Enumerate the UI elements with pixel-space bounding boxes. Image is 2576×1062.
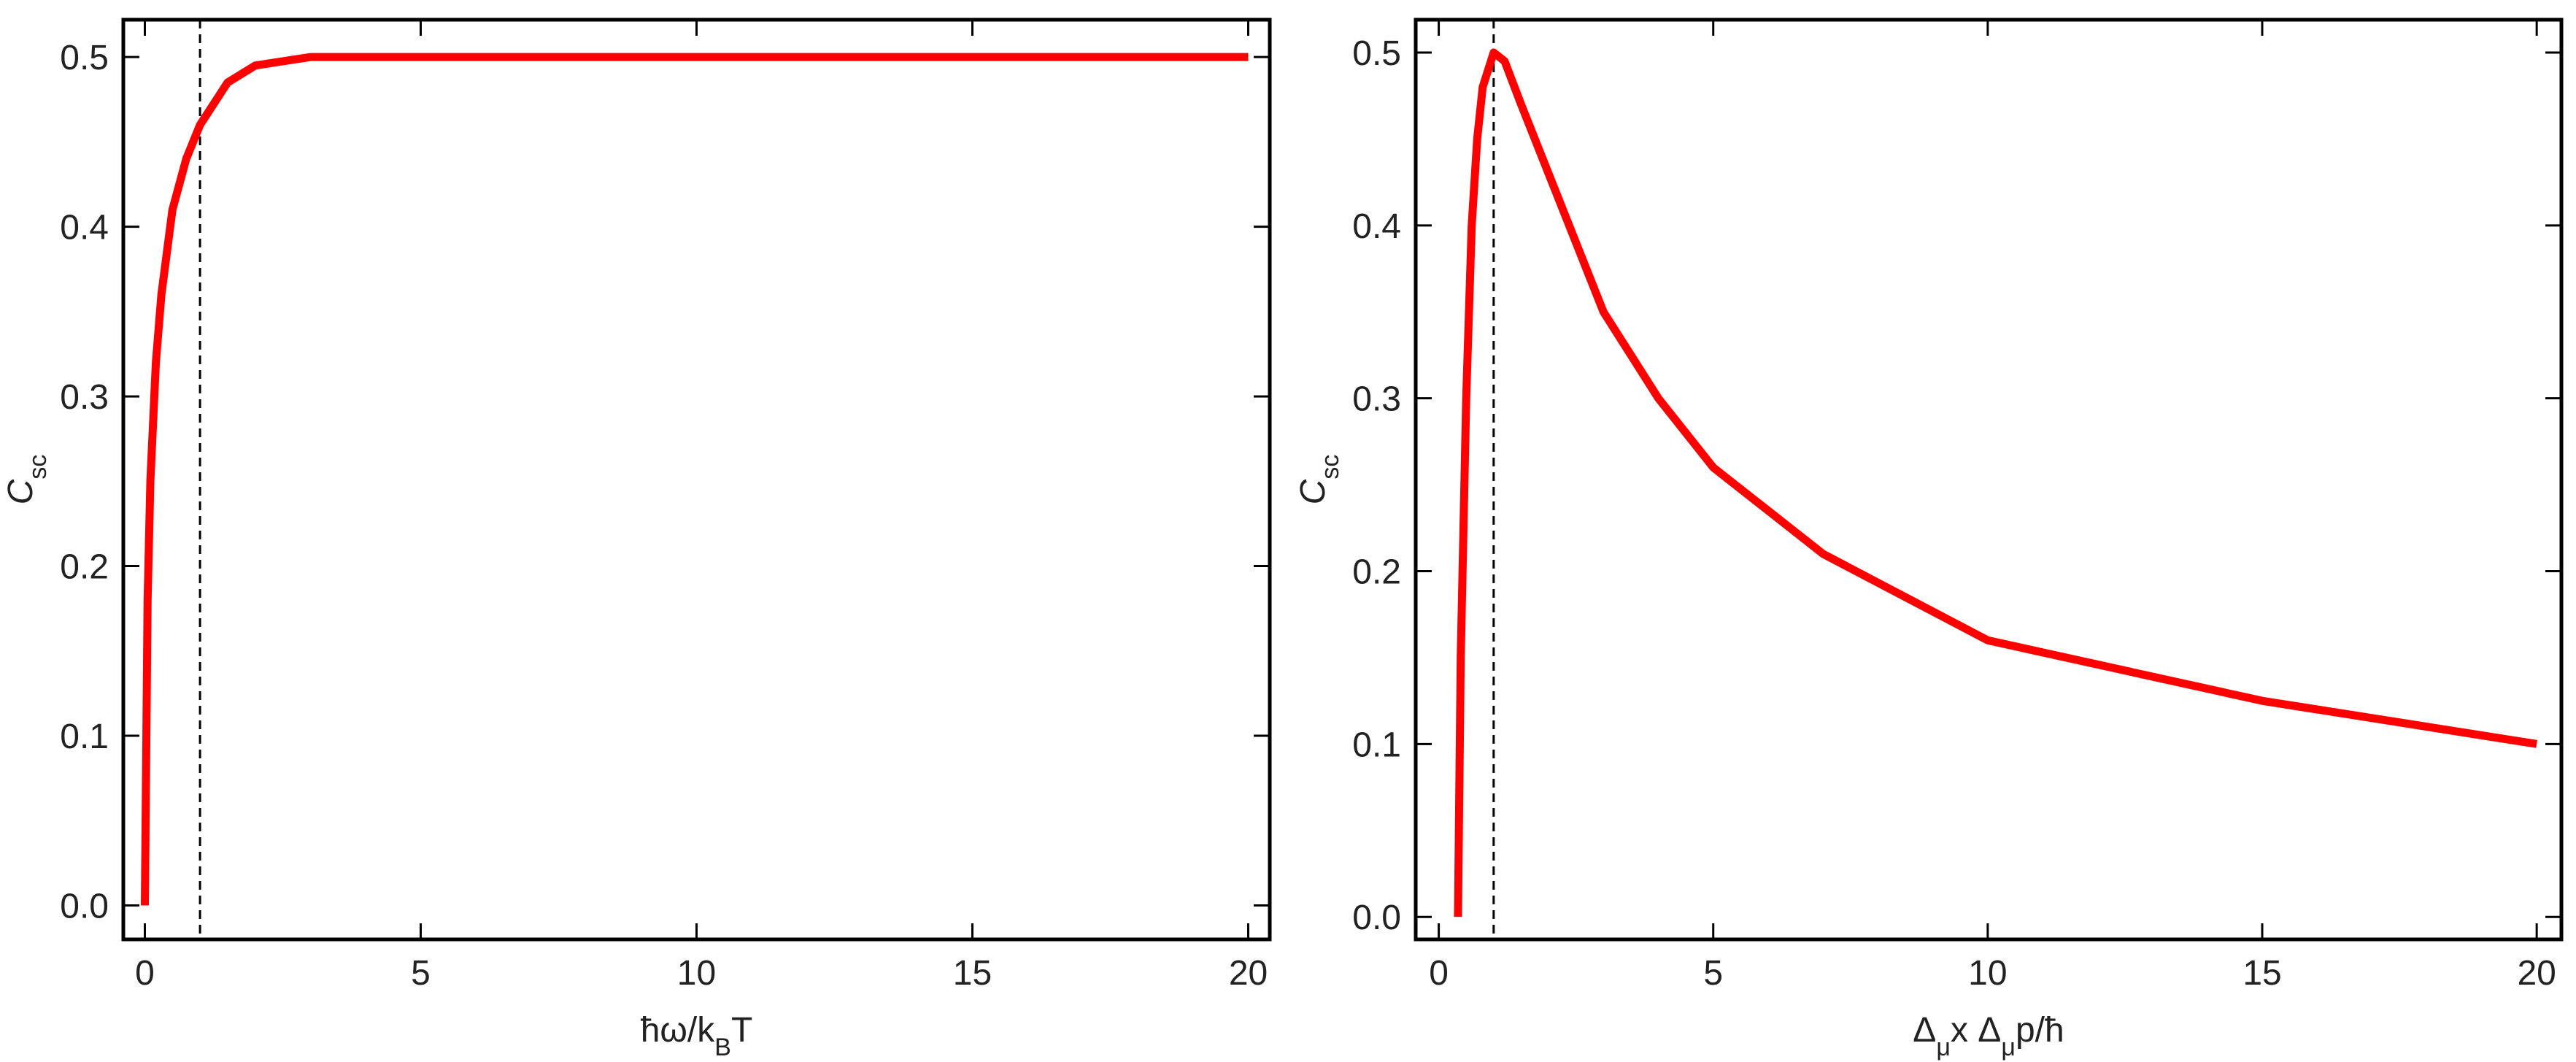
y-tick-label: 0.1: [1352, 726, 1401, 764]
x-tick-label: 5: [411, 954, 431, 993]
x-tick-label: 10: [1968, 954, 2007, 993]
axis-label-part: ħω/k: [641, 1011, 716, 1050]
data-line: [140, 53, 1249, 906]
axis-label-subscript: sc: [1316, 455, 1344, 480]
y-tick-label: 0.1: [60, 717, 109, 756]
axis-label-subscript: μ: [2001, 1034, 2016, 1061]
x-tick-label: 15: [2243, 954, 2281, 993]
x-tick-label: 0: [135, 954, 155, 993]
axis-label: Δμx Δμp/ħ: [1913, 1011, 2064, 1061]
axis-label-subscript: sc: [24, 455, 52, 480]
x-tick-label: 0: [1429, 954, 1449, 993]
plot-frame: [121, 18, 1272, 942]
y-tick-label: 0.5: [60, 39, 109, 77]
x-tick-label: 20: [2517, 954, 2556, 993]
axis-label-subscript: B: [714, 1034, 731, 1061]
y-tick-label: 0.4: [60, 209, 109, 247]
axis-label: Csc: [1, 455, 52, 505]
axis-label-part: C: [1, 479, 40, 504]
y-tick-label: 0.2: [1352, 553, 1401, 592]
y-tick-label: 0.3: [1352, 380, 1401, 419]
plot-frame: [1414, 18, 2564, 942]
axis-label-part: T: [731, 1011, 752, 1050]
axis-label-part: p/ħ: [2016, 1011, 2064, 1050]
data-line: [1454, 48, 2538, 917]
y-tick-label: 0.5: [1352, 34, 1401, 73]
x-tick-label: 5: [1703, 954, 1723, 993]
y-tick-label: 0.2: [60, 548, 109, 587]
axis-label-part: x Δ: [1951, 1011, 2001, 1050]
axis-label: ħω/kBT: [641, 1011, 753, 1061]
y-tick-label: 0.0: [60, 888, 109, 926]
axis-label-subscript: μ: [1936, 1034, 1951, 1061]
axis-label-part: Δ: [1913, 1011, 1936, 1050]
x-tick-label: 10: [677, 954, 716, 993]
y-tick-label: 0.3: [60, 378, 109, 417]
axis-label-part: C: [1294, 479, 1333, 504]
x-tick-label: 20: [1229, 954, 1268, 993]
x-tick-label: 15: [953, 954, 992, 993]
axis-label: Csc: [1294, 455, 1344, 505]
y-tick-label: 0.0: [1352, 899, 1401, 937]
panel: 0 5 10 15 20 0.0 0.1 0.2 0.3 0.4 0.5 ħω/kBT Csc: [1, 18, 1272, 1061]
y-tick-label: 0.4: [1352, 207, 1401, 246]
